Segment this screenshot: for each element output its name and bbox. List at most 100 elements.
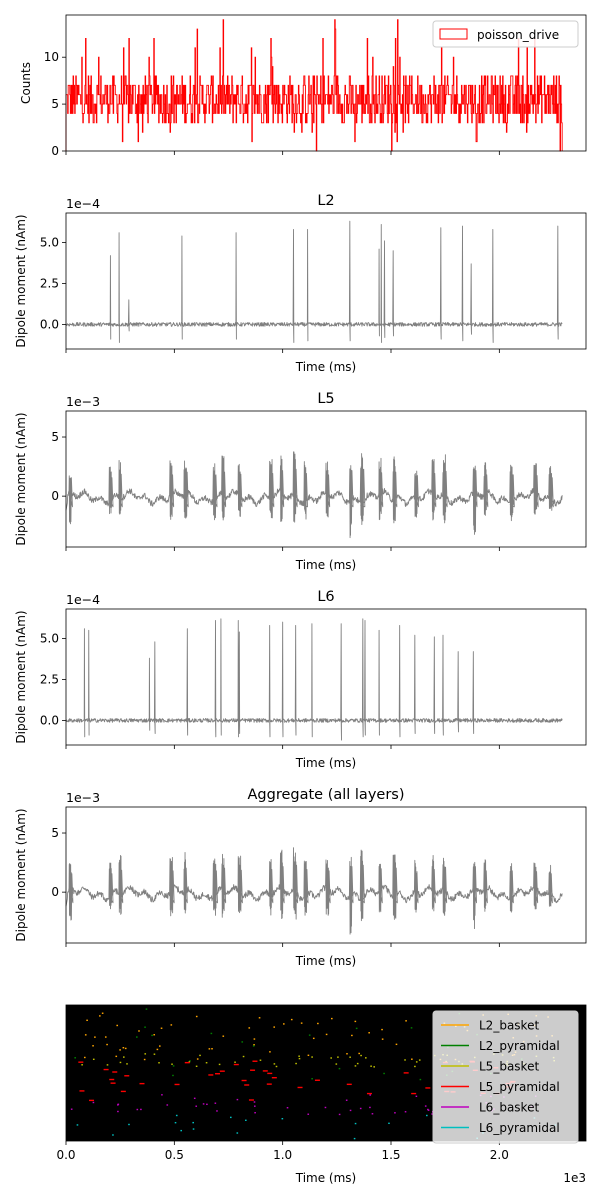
L6_basket-spike: [140, 1108, 142, 1111]
aggregate-xlabel: Time (ms): [295, 954, 357, 968]
raster-xtick-label: 1.0: [273, 1148, 292, 1162]
L6_pyramidal-spike: [426, 1114, 428, 1117]
L2_basket-spike: [160, 1027, 163, 1029]
legend-label-L5_basket: L5_basket: [479, 1060, 539, 1074]
L5_pyramidal-spike: [109, 1078, 115, 1081]
L5-xlabel: Time (ms): [295, 558, 357, 572]
raster-xlabel: Time (ms): [295, 1171, 357, 1185]
L5_basket-spike: [418, 1059, 421, 1061]
L5_pyramidal-spike: [241, 1079, 247, 1082]
L2_basket-spike: [411, 1058, 413, 1060]
L5_basket-spike: [370, 1065, 372, 1067]
L6-title: L6: [317, 589, 334, 605]
L2-xlabel: Time (ms): [295, 360, 357, 374]
L6_basket-spike: [214, 1102, 217, 1104]
L2_basket-spike: [92, 1045, 94, 1047]
L2_basket-spike: [395, 1043, 398, 1046]
L2_basket-spike: [124, 1047, 127, 1050]
L2_basket-spike: [273, 1026, 276, 1028]
L2_basket-spike: [346, 1053, 348, 1055]
drive-legend-label: poisson_drive: [477, 28, 559, 42]
L6-offset-text: 1e−4: [66, 592, 100, 607]
L6_pyramidal-spike: [180, 1129, 182, 1132]
L5_pyramidal-spike: [252, 1060, 258, 1062]
drive-frame: [65, 14, 587, 152]
L5_basket-spike: [205, 1062, 208, 1064]
L5_basket-spike: [295, 1062, 297, 1065]
L2-ytick-label: 2.5: [40, 276, 59, 290]
L6_basket-spike: [136, 1108, 139, 1111]
L5_basket-spike: [415, 1061, 418, 1063]
L5_basket-spike: [259, 1059, 262, 1061]
L6_basket-spike: [404, 1111, 407, 1113]
L6_pyramidal-spike: [245, 1119, 247, 1121]
L5_pyramidal-spike: [314, 1079, 320, 1081]
L6_basket-spike: [424, 1105, 427, 1107]
L2_pyramidal-spike: [151, 1034, 153, 1037]
L5_pyramidal-spike: [248, 1099, 254, 1101]
L6_basket-spike: [195, 1105, 198, 1107]
L2_basket-spike: [196, 1058, 199, 1060]
L2_basket-spike: [312, 1037, 315, 1040]
L5_basket-spike: [273, 1063, 276, 1065]
L5_basket-spike: [356, 1062, 359, 1065]
L5-title: L5: [317, 391, 334, 407]
L5_pyramidal-spike: [215, 1073, 221, 1075]
L5_basket-spike: [330, 1057, 332, 1059]
L6_basket-spike: [369, 1106, 371, 1109]
L6_basket-spike: [166, 1104, 169, 1106]
L2_pyramidal-spike: [419, 1078, 422, 1081]
L6_pyramidal-spike: [236, 1132, 239, 1134]
L5-ytick-label: 0: [51, 489, 59, 503]
L6_pyramidal-spike: [76, 1124, 79, 1126]
L2_basket-spike: [354, 1020, 357, 1023]
L6_pyramidal-spike: [281, 1118, 284, 1120]
L5_basket-spike: [119, 1061, 122, 1064]
L2-ylabel: Dipole moment (nAm): [14, 214, 28, 347]
L2_basket-spike: [283, 1023, 285, 1025]
L5_pyramidal-spike: [219, 1070, 225, 1072]
L6_pyramidal-spike: [354, 1122, 357, 1125]
L2_basket-spike: [153, 1034, 156, 1036]
L2_pyramidal-spike: [241, 1041, 244, 1043]
L5_basket-spike: [195, 1065, 198, 1067]
L2_basket-spike: [119, 1049, 121, 1051]
L2_pyramidal-spike: [136, 1036, 138, 1038]
L2_basket-spike: [258, 1017, 261, 1019]
L5_basket-spike: [153, 1053, 156, 1055]
L5_basket-spike: [365, 1057, 367, 1059]
L6_basket-spike: [394, 1112, 396, 1114]
L5_basket-spike: [349, 1056, 351, 1058]
L2_pyramidal-spike: [145, 1008, 148, 1010]
L5_basket-spike: [171, 1063, 173, 1065]
L5_pyramidal-spike: [174, 1083, 180, 1086]
L5-ylabel: Dipole moment (nAm): [14, 412, 28, 545]
L2-ytick-label: 0.0: [40, 317, 59, 331]
L6_basket-spike: [427, 1109, 430, 1111]
L5_pyramidal-spike: [184, 1061, 190, 1064]
L2_pyramidal-spike: [338, 1067, 341, 1070]
raster-legend-box: [432, 1010, 579, 1144]
L2_basket-spike: [368, 1032, 370, 1034]
L5_pyramidal-spike: [120, 1090, 126, 1093]
L2_basket-spike: [122, 1047, 125, 1049]
L2_basket-spike: [143, 1058, 146, 1061]
legend-label-L2_pyramidal: L2_pyramidal: [479, 1039, 560, 1053]
L2_basket-spike: [331, 1017, 333, 1020]
L2_basket-spike: [101, 1012, 104, 1014]
legend-label-L5_pyramidal: L5_pyramidal: [479, 1080, 560, 1094]
drive-ylabel: Counts: [19, 62, 33, 104]
L6-ytick-label: 5.0: [40, 631, 59, 645]
L5_pyramidal-spike: [425, 1087, 431, 1089]
L2_basket-spike: [405, 1020, 407, 1022]
legend-label-L6_pyramidal: L6_pyramidal: [479, 1121, 560, 1135]
L5_pyramidal-spike: [139, 1082, 145, 1085]
L6-ytick-label: 2.5: [40, 672, 59, 686]
drive-legend: poisson_drive: [432, 20, 579, 48]
L6-ytick-label: 0.0: [40, 713, 59, 727]
L5_basket-spike: [275, 1065, 278, 1068]
L2_basket-spike: [158, 1045, 161, 1047]
L2_pyramidal-spike: [355, 1027, 358, 1030]
aggregate-title: Aggregate (all layers): [248, 787, 405, 803]
